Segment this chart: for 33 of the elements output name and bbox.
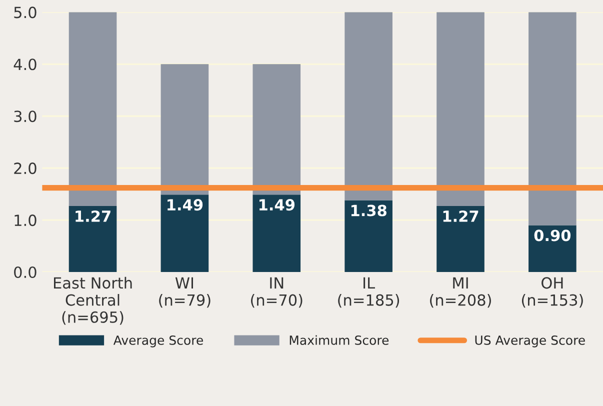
x-tick-label: OH (n=153): [522, 277, 583, 308]
data-label: 1.27: [443, 210, 478, 222]
bar: [436, 12, 484, 206]
x-tick-label: IL (n=185): [338, 277, 400, 308]
y-tick-label: 3.0: [14, 110, 36, 122]
y-tick-label: 2.0: [14, 162, 36, 174]
x-tick-label: WI (n=79): [159, 277, 210, 308]
legend-label: US Average Score: [475, 335, 585, 348]
bar: [252, 194, 301, 272]
data-label: 1.49: [260, 199, 295, 211]
legend-label: Maximum Score: [290, 335, 389, 345]
bar: [436, 206, 484, 272]
bar: [344, 200, 392, 272]
x-tick-label: East North Central (n=695): [54, 276, 132, 325]
bar: [252, 64, 301, 195]
x-tick-label: MI (n=208): [430, 277, 491, 308]
data-label: 1.38: [351, 204, 386, 216]
y-tick-label: 5.0: [14, 6, 36, 18]
bar: [528, 12, 576, 226]
data-label: 1.49: [168, 199, 203, 211]
bar: [68, 12, 117, 206]
data-label: 1.27: [76, 210, 110, 222]
bar: [528, 225, 576, 272]
bar: [160, 194, 209, 272]
y-tick-label: 1.0: [14, 214, 36, 226]
bar: [68, 206, 117, 272]
data-label: 0.90: [534, 230, 571, 242]
bar: [344, 12, 392, 200]
legend-label: Average Score: [113, 335, 203, 348]
x-tick-label: IN (n=70): [251, 277, 302, 308]
bar: [160, 64, 209, 195]
y-tick-label: 0.0: [14, 266, 36, 278]
y-tick-label: 4.0: [14, 58, 36, 70]
